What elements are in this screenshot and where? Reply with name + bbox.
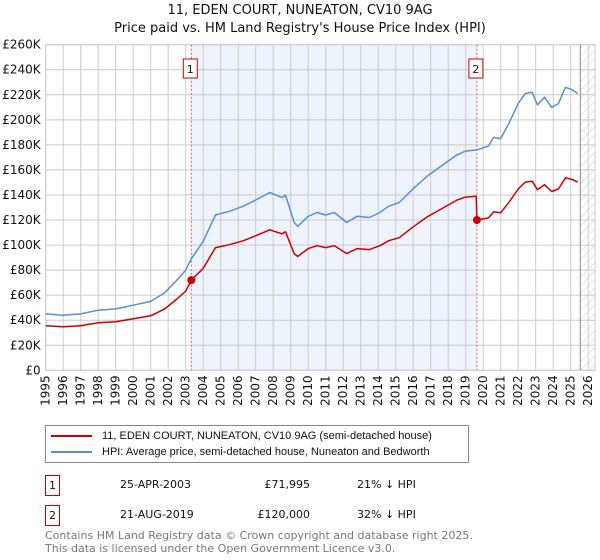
y-tick-label: £40K — [10, 313, 42, 327]
legend-swatch-red — [51, 435, 92, 438]
x-tick-label: 2005 — [214, 375, 228, 406]
x-tick-label: 2015 — [389, 375, 403, 406]
x-tick-label: 2012 — [336, 375, 350, 406]
sale-date: 21-AUG-2019 — [120, 508, 194, 521]
y-tick-label: £60K — [10, 288, 42, 302]
sale-number-badge: 1 — [45, 475, 60, 496]
x-tick-label: 2008 — [266, 375, 280, 406]
sale-hpi-diff: 21% ↓ HPI — [357, 478, 416, 491]
ownership-shade — [191, 44, 477, 371]
x-tick-label: 2023 — [529, 375, 543, 406]
y-tick-label: £140K — [2, 188, 42, 202]
property-price-line — [45, 177, 579, 328]
hpi-line — [45, 86, 579, 316]
y-tick-label: £180K — [2, 138, 42, 152]
x-tick-label: 2019 — [459, 375, 473, 406]
y-tick-label: £240K — [2, 63, 42, 77]
legend-item-hpi: HPI: Average price, semi-detached house,… — [51, 444, 460, 460]
sale-badge-number: 2 — [472, 63, 479, 76]
x-tick-label: 2011 — [319, 375, 333, 406]
x-tick-label: 2010 — [301, 375, 315, 406]
sale-badge-box — [468, 58, 484, 79]
y-tick-label: £220K — [2, 88, 42, 102]
sale-date: 25-APR-2003 — [120, 478, 192, 491]
y-tick-label: £20K — [10, 338, 42, 352]
sale-badge-number: 1 — [187, 63, 194, 76]
x-tick-label: 2006 — [231, 375, 245, 406]
x-tick-label: 2000 — [126, 375, 140, 406]
sale-point — [187, 276, 196, 285]
sale-number-badge: 2 — [45, 505, 60, 526]
x-tick-label: 2026 — [581, 375, 595, 406]
y-tick-label: £260K — [2, 38, 42, 52]
legend: 11, EDEN COURT, NUNEATON, CV10 9AG (semi… — [45, 425, 469, 463]
forecast-hatch — [580, 44, 595, 371]
sale-price: £120,000 — [257, 508, 311, 521]
legend-item-property: 11, EDEN COURT, NUNEATON, CV10 9AG (semi… — [51, 428, 460, 444]
y-tick-label: £0 — [25, 363, 40, 377]
x-tick-label: 2003 — [179, 375, 193, 406]
y-tick-label: £120K — [2, 213, 42, 227]
x-tick-label: 2025 — [564, 375, 578, 406]
x-tick-label: 2018 — [441, 375, 455, 406]
sale-badge-box — [182, 58, 198, 79]
x-tick-label: 1998 — [91, 375, 105, 406]
footer-copyright: Contains HM Land Registry data © Crown c… — [45, 529, 473, 542]
footer: Contains HM Land Registry data © Crown c… — [45, 529, 473, 555]
y-tick-label: £200K — [2, 113, 42, 127]
x-tick-label: 2013 — [354, 375, 368, 406]
x-tick-label: 2024 — [546, 375, 560, 406]
price-chart: £0 £20K £40K £60K £80K £100K £120K £140K £160K £1… — [2, 38, 596, 406]
x-tick-label: 2002 — [161, 375, 175, 406]
x-tick-label: 1996 — [56, 375, 70, 406]
x-tick-label: 1995 — [39, 375, 53, 406]
x-tick-label: 1999 — [109, 375, 123, 406]
sale-point — [472, 216, 481, 225]
x-tick-label: 2017 — [424, 375, 438, 406]
chart-subtitle: Price paid vs. HM Land Registry's House … — [114, 21, 486, 36]
legend-label-property: 11, EDEN COURT, NUNEATON, CV10 9AG (semi… — [102, 430, 432, 442]
chart-title: 11, EDEN COURT, NUNEATON, CV10 9AG — [167, 3, 433, 18]
x-tick-label: 2004 — [196, 375, 210, 406]
x-tick-label: 2009 — [284, 375, 298, 406]
y-tick-label: £100K — [2, 238, 42, 252]
x-tick-label: 2022 — [511, 375, 525, 406]
x-tick-label: 2007 — [249, 375, 263, 406]
y-tick-label: £160K — [2, 163, 42, 177]
sale-hpi-diff: 32% ↓ HPI — [357, 508, 416, 521]
x-tick-label: 2020 — [476, 375, 490, 406]
footer-licence: This data is licensed under the Open Gov… — [45, 542, 396, 555]
sale-row-2: 2 21-AUG-2019 £120,000 32% ↓ HPI — [45, 505, 545, 526]
y-tick-label: £80K — [10, 263, 42, 277]
legend-label-hpi: HPI: Average price, semi-detached house,… — [102, 446, 430, 458]
x-tick-label: 1997 — [74, 375, 88, 406]
sale-price: £71,995 — [264, 478, 311, 491]
x-tick-label: 2014 — [371, 375, 385, 406]
legend-swatch-blue — [51, 451, 92, 454]
sale-row-1: 1 25-APR-2003 £71,995 21% ↓ HPI — [45, 475, 545, 496]
x-tick-label: 2016 — [406, 375, 420, 406]
x-tick-label: 2021 — [494, 375, 508, 406]
plot-border — [45, 44, 596, 371]
x-tick-label: 2001 — [144, 375, 158, 406]
